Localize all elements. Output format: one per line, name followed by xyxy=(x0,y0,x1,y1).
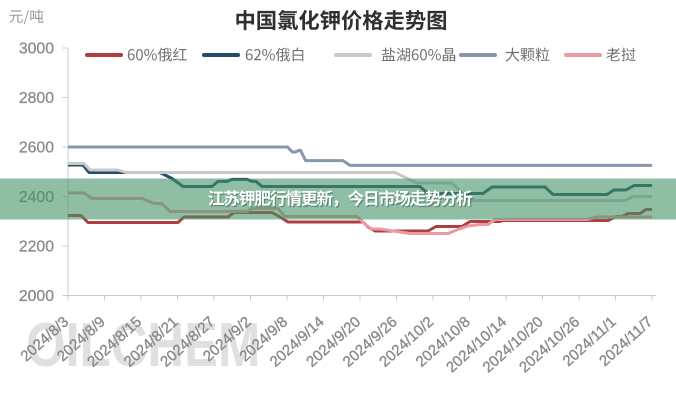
svg-text:2600: 2600 xyxy=(19,139,54,156)
svg-text:2000: 2000 xyxy=(19,288,54,305)
svg-text:3000: 3000 xyxy=(19,40,54,57)
svg-text:2200: 2200 xyxy=(19,238,54,255)
svg-text:OILCHEM: OILCHEM xyxy=(26,311,260,380)
svg-text:2800: 2800 xyxy=(19,90,54,107)
